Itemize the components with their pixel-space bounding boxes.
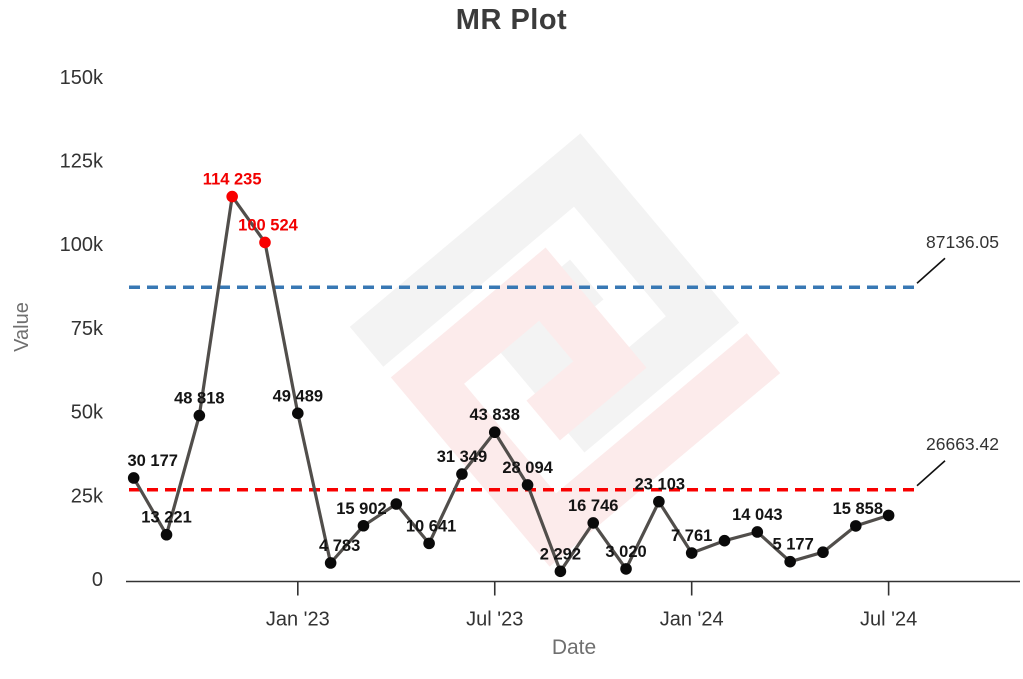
y-axis-tick-label: 75k — [71, 318, 104, 340]
data-point-marker — [685, 547, 698, 559]
data-point-marker — [160, 528, 173, 541]
data-point-marker — [882, 509, 895, 522]
data-point-marker — [587, 517, 600, 529]
data-point-marker — [784, 555, 796, 568]
data-point-marker — [193, 409, 206, 422]
data-point-label: 31 349 — [437, 448, 487, 466]
data-point-marker — [849, 520, 862, 532]
data-point-marker-highlighted — [259, 236, 271, 249]
y-axis-tick-label: 100k — [60, 234, 104, 256]
data-point-marker — [488, 426, 501, 439]
data-point-label: 15 858 — [833, 500, 883, 518]
x-axis-tick-label: Jul '23 — [466, 609, 523, 631]
data-point-label: 30 177 — [127, 452, 177, 470]
data-point-label: 2 292 — [540, 545, 581, 563]
data-point-marker — [456, 468, 468, 480]
data-point-marker — [357, 519, 370, 532]
data-point-marker — [751, 526, 764, 538]
data-point-marker — [653, 495, 665, 508]
y-axis-tick-label: 125k — [60, 151, 104, 173]
data-point-marker — [817, 546, 829, 559]
data-point-marker — [423, 537, 435, 550]
data-point-label: 23 103 — [635, 476, 685, 494]
y-axis-tick-label: 150k — [60, 67, 104, 89]
data-point-marker — [292, 407, 304, 420]
data-point-label: 13 221 — [141, 509, 191, 527]
x-axis-tick-label: Jul '24 — [860, 609, 917, 631]
data-point-marker — [390, 498, 403, 510]
data-point-label: 49 489 — [273, 387, 323, 405]
data-point-marker — [554, 565, 567, 578]
upper-control-limit-annotation-connector — [916, 257, 946, 284]
data-point-label: 16 746 — [568, 497, 618, 515]
x-axis-title: Date — [551, 636, 597, 659]
mr-series-line — [132, 194, 890, 573]
brand-logo-watermark-icon — [349, 133, 781, 567]
y-axis-tick-label: 50k — [71, 402, 104, 424]
data-point-label: 5 177 — [773, 536, 814, 554]
x-axis-tick-label: Jan '24 — [660, 609, 724, 631]
y-axis-tick-label: 0 — [92, 569, 103, 591]
data-point-marker — [324, 557, 337, 569]
chart-title: MR Plot — [455, 4, 568, 36]
data-point-label: 15 902 — [336, 500, 386, 518]
data-point-label: 28 094 — [502, 459, 553, 477]
mean-moving-range-annotation-connector — [916, 460, 946, 487]
y-axis-title: Value — [11, 302, 33, 352]
data-point-label: 100 524 — [238, 216, 298, 234]
y-axis-tick-label: 25k — [71, 485, 104, 507]
ucl-value-annotation: 87136.05 — [926, 232, 999, 252]
data-point-label: 10 641 — [406, 517, 456, 535]
data-point-label: 7 761 — [671, 527, 712, 545]
mean-value-annotation: 26663.42 — [926, 434, 999, 454]
data-point-label: 14 043 — [732, 506, 782, 524]
data-point-label: 4 783 — [319, 537, 360, 555]
data-point-label: 114 235 — [203, 171, 262, 189]
data-point-marker — [521, 479, 534, 491]
data-point-marker — [620, 563, 632, 575]
data-point-label: 3 020 — [605, 543, 646, 561]
data-point-marker-highlighted — [226, 190, 238, 203]
data-point-marker — [127, 472, 140, 484]
x-axis-tick-label: Jan '23 — [266, 609, 330, 631]
data-point-label: 48 818 — [174, 390, 224, 408]
data-point-label: 43 838 — [470, 406, 520, 424]
data-point-marker — [718, 534, 731, 547]
